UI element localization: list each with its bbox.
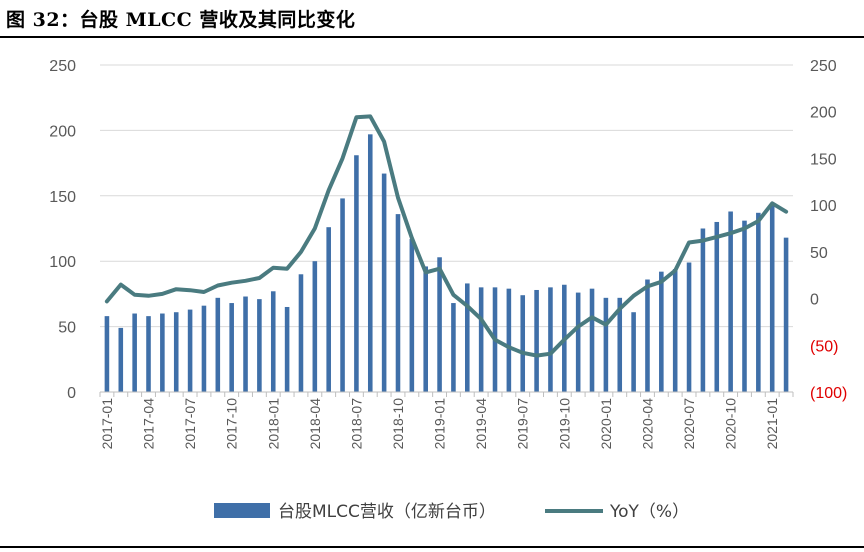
x-tick-label: 2019-07 (515, 398, 531, 450)
y-left-tick-label: 150 (49, 189, 76, 206)
revenue-bar (478, 287, 484, 392)
revenue-bar (645, 279, 650, 392)
revenue-bar (270, 291, 276, 392)
y-left-tick-label: 0 (67, 385, 76, 402)
revenue-bar (686, 262, 692, 392)
yoy-line (104, 114, 789, 358)
revenue-bar (160, 313, 165, 392)
revenue-bar (395, 214, 401, 392)
title-bar: 图 32：台股 MLCC 营收及其同比变化 (0, 0, 864, 38)
x-tick-label: 2017-07 (182, 398, 198, 450)
x-tick-label: 2018-07 (348, 398, 364, 450)
y-right-tick-label: (100) (810, 385, 847, 402)
y-right-tick-label: 50 (810, 245, 828, 262)
revenue-bar (534, 289, 539, 392)
revenue-bar (367, 134, 373, 392)
revenue-bars (104, 134, 789, 392)
x-tick-label: 2019-10 (556, 398, 572, 450)
revenue-bar (437, 257, 442, 392)
yoy-line-group (104, 114, 789, 358)
y-right-tick-label: 150 (810, 151, 837, 168)
y-left-tick-label: 100 (49, 254, 76, 271)
revenue-bar (783, 237, 789, 392)
revenue-bar (326, 227, 331, 392)
revenue-bar (229, 303, 234, 392)
x-tick-label: 2020-04 (639, 398, 655, 450)
y-left-tick-label: 200 (49, 123, 76, 140)
grid-lines (100, 64, 793, 328)
revenue-bar (575, 292, 581, 392)
x-tick-label: 2018-04 (307, 398, 323, 450)
x-tick-label: 2020-10 (723, 398, 739, 450)
revenue-bar (118, 327, 124, 392)
x-tick-label: 2021-01 (764, 398, 780, 450)
revenue-bar (381, 173, 387, 392)
x-tick-label: 2017-04 (141, 398, 157, 450)
revenue-bar (132, 313, 137, 392)
revenue-bar (742, 220, 747, 392)
revenue-bar (423, 266, 428, 392)
revenue-bar (520, 295, 526, 392)
revenue-bar (506, 288, 512, 392)
revenue-bar (257, 299, 262, 392)
revenue-bar (617, 297, 623, 392)
revenue-bar (728, 211, 733, 392)
revenue-bar (700, 228, 706, 392)
revenue-bar (284, 306, 290, 392)
revenue-bar (451, 303, 456, 392)
revenue-bar (589, 288, 595, 392)
x-tick-label: 2020-07 (681, 398, 697, 450)
y-right-tick-label: 250 (810, 58, 837, 75)
revenue-bar (312, 261, 318, 392)
axes: 0 50 100 150 200 250 (100) (50) 0 50 100 150 200 250 2… (49, 58, 847, 449)
legend: 台股MLCC营收（亿新台币） YoY（%） (214, 502, 689, 522)
x-tick-label: 2020-01 (598, 398, 614, 450)
legend-bar-label: 台股MLCC营收（亿新台币） (278, 502, 496, 522)
x-tick-label: 2017-10 (224, 398, 240, 450)
x-tick-label: 2018-01 (265, 398, 281, 450)
x-tick-label: 2018-10 (390, 398, 406, 450)
revenue-bar (340, 198, 345, 392)
y-right-tick-label: 0 (810, 292, 819, 309)
revenue-bar (201, 305, 207, 392)
legend-line-label: YoY（%） (609, 502, 689, 522)
revenue-bar (298, 274, 304, 392)
revenue-bar (409, 238, 415, 392)
revenue-bar (146, 316, 151, 392)
y-right-tick-label: 100 (810, 198, 837, 215)
revenue-bar (243, 296, 248, 392)
y-right-tick-label: (50) (810, 338, 838, 355)
revenue-bar (187, 309, 193, 392)
revenue-bar (631, 312, 636, 392)
legend-bar-swatch (214, 503, 270, 518)
revenue-bar (672, 269, 678, 392)
revenue-bar (173, 312, 179, 392)
revenue-bar (548, 287, 553, 392)
y-right-tick-label: 200 (810, 105, 837, 122)
x-tick-label: 2019-01 (432, 398, 448, 450)
y-left-tick-label: 250 (49, 58, 76, 75)
revenue-bar (603, 297, 609, 392)
x-tick-label: 2019-04 (473, 398, 489, 450)
revenue-bar (215, 297, 221, 392)
y-left-tick-label: 50 (58, 320, 76, 337)
chart-title: 图 32：台股 MLCC 营收及其同比变化 (6, 9, 356, 31)
revenue-bar (465, 283, 470, 392)
revenue-bar (714, 221, 720, 392)
revenue-bar (354, 155, 359, 392)
bottom-rule (0, 546, 864, 548)
revenue-bar (756, 212, 761, 392)
revenue-bar (659, 271, 664, 392)
revenue-bar (104, 316, 110, 392)
revenue-bar (769, 204, 775, 392)
x-tick-label: 2017-01 (99, 398, 115, 450)
